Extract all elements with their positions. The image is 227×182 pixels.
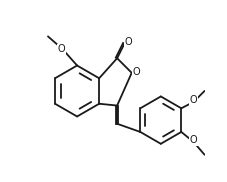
Text: O: O bbox=[58, 44, 65, 54]
Text: O: O bbox=[132, 67, 140, 77]
Text: O: O bbox=[124, 37, 132, 47]
Text: O: O bbox=[190, 95, 197, 105]
Text: O: O bbox=[190, 135, 197, 145]
